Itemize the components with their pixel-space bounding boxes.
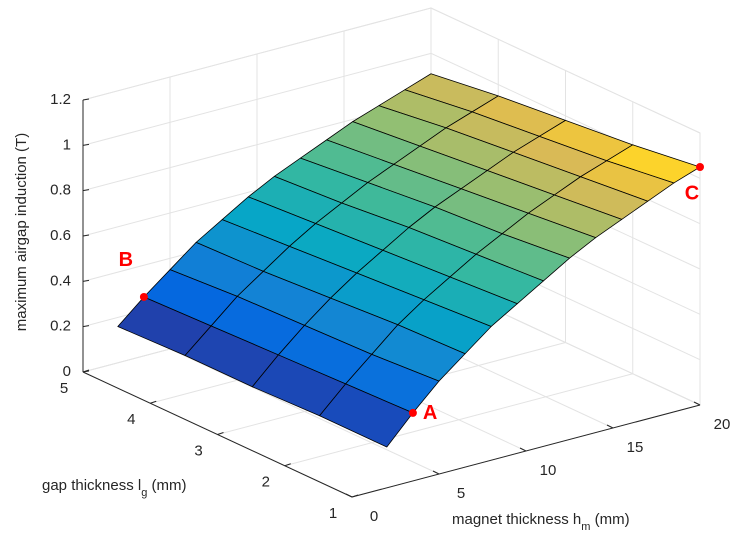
grid-line: [284, 373, 633, 467]
surface: [117, 73, 701, 448]
annotations: A B C: [119, 163, 704, 424]
z-tick-label: 0.2: [50, 318, 71, 335]
z-tick: [82, 325, 90, 328]
point-label: B: [119, 249, 133, 271]
y-tick-label: 5: [60, 380, 68, 397]
z-tick: [82, 98, 90, 101]
z-axis-label: maximum airgap induction (T): [13, 133, 30, 331]
z-tick: [82, 279, 90, 282]
z-tick: [82, 234, 90, 237]
z-tick: [82, 143, 90, 146]
x-axis-label: magnet thickness hm (mm): [452, 511, 630, 533]
y-tick: [217, 432, 224, 435]
point-marker: [696, 163, 704, 171]
y-axis-label-sub: g: [141, 487, 147, 499]
z-tick-label: 0.4: [50, 272, 71, 289]
point-label: A: [423, 402, 437, 424]
y-tick: [82, 369, 90, 373]
z-tick-label: 0: [63, 363, 71, 380]
y-tick-label: 2: [262, 474, 270, 491]
x-axis-label-text: magnet thickness h: [452, 511, 581, 528]
x-tick-label: 5: [457, 485, 465, 502]
point-marker: [139, 292, 148, 301]
y-tick: [351, 494, 359, 498]
x-axis-label-sub: m: [581, 521, 590, 533]
y-axis-label-unit: (mm): [147, 477, 186, 494]
z-tick-label: 1: [63, 136, 71, 153]
x-tick: [519, 447, 527, 452]
x-axis-label-unit: (mm): [590, 511, 629, 528]
x-tick: [345, 493, 353, 498]
surface-patch: [319, 383, 414, 448]
y-tick: [284, 463, 291, 467]
y-tick-label: 4: [127, 411, 135, 428]
z-tick: [82, 189, 90, 192]
x-tick-label: 20: [714, 416, 731, 433]
x-tick: [606, 424, 614, 429]
z-tick-label: 1.2: [50, 91, 71, 108]
z-tick-label: 0.6: [50, 227, 71, 244]
x-tick-label: 0: [370, 508, 378, 525]
x-tick-label: 15: [627, 439, 644, 456]
point-marker: [408, 408, 417, 417]
x-tick: [693, 401, 701, 406]
z-tick-label: 0.8: [50, 182, 71, 199]
point-label: C: [685, 182, 699, 204]
y-tick-label: 1: [329, 505, 337, 522]
x-tick-label: 10: [540, 462, 557, 479]
y-tick-label: 3: [194, 442, 202, 459]
y-tick: [150, 400, 157, 404]
y-axis-label: gap thickness lg (mm): [42, 477, 187, 499]
x-tick: [432, 470, 440, 475]
y-axis-label-text: gap thickness l: [42, 477, 141, 494]
